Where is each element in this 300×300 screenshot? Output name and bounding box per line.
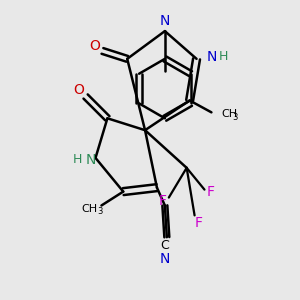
Text: 3: 3 xyxy=(98,207,103,216)
Text: N: N xyxy=(160,252,170,266)
Text: F: F xyxy=(206,184,214,199)
Text: CH: CH xyxy=(82,204,98,214)
Text: F: F xyxy=(159,194,167,208)
Text: CH: CH xyxy=(221,109,238,119)
Text: O: O xyxy=(73,82,84,97)
Text: O: O xyxy=(89,39,100,53)
Text: N: N xyxy=(160,14,170,28)
Text: C: C xyxy=(160,238,169,252)
Text: N: N xyxy=(85,153,96,167)
Text: F: F xyxy=(194,216,202,230)
Text: H: H xyxy=(73,153,82,167)
Text: H: H xyxy=(218,50,228,63)
Text: N: N xyxy=(206,50,217,64)
Text: 3: 3 xyxy=(232,113,238,122)
